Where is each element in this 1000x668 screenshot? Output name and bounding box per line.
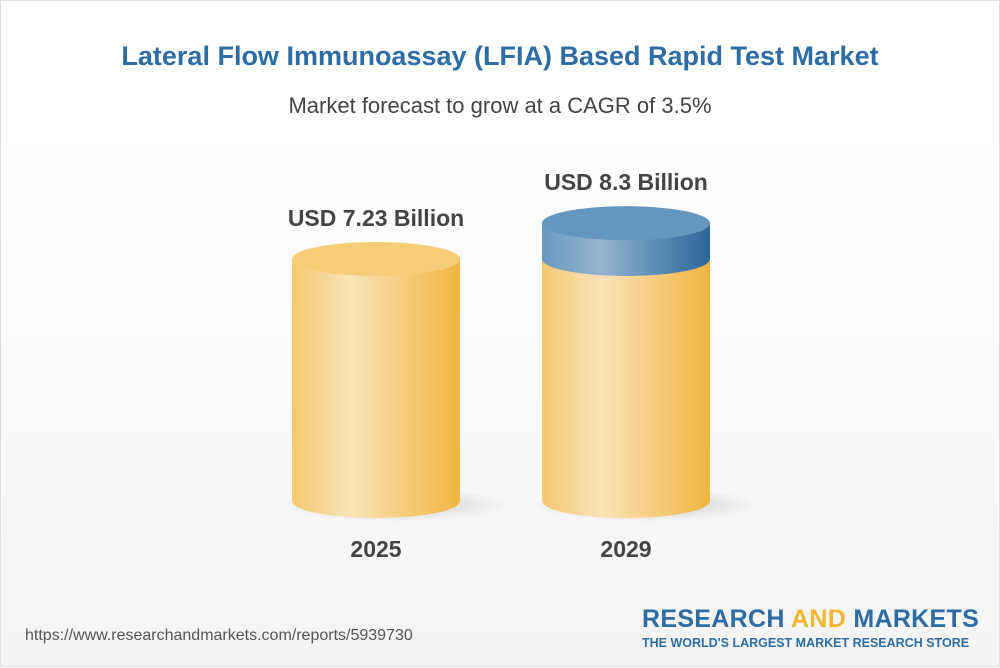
- data-label: USD 7.23 Billion: [288, 205, 464, 231]
- category-label: 2025: [350, 536, 401, 562]
- chart-title: Lateral Flow Immunoassay (LFIA) Based Ra…: [121, 41, 879, 71]
- cylinder-body-2029: [542, 259, 710, 518]
- cylinder-top: [292, 242, 460, 276]
- chart-subtitle: Market forecast to grow at a CAGR of 3.5…: [288, 93, 712, 118]
- research-and-markets-logo: RESEARCH AND MARKETS THE WORLD'S LARGEST…: [642, 605, 980, 650]
- category-label: 2029: [600, 536, 651, 562]
- cylinder-body-2025: [292, 259, 460, 518]
- data-label: USD 8.3 Billion: [544, 169, 708, 195]
- source-url[interactable]: https://www.researchandmarkets.com/repor…: [25, 627, 413, 644]
- cylinder-top: [542, 206, 710, 241]
